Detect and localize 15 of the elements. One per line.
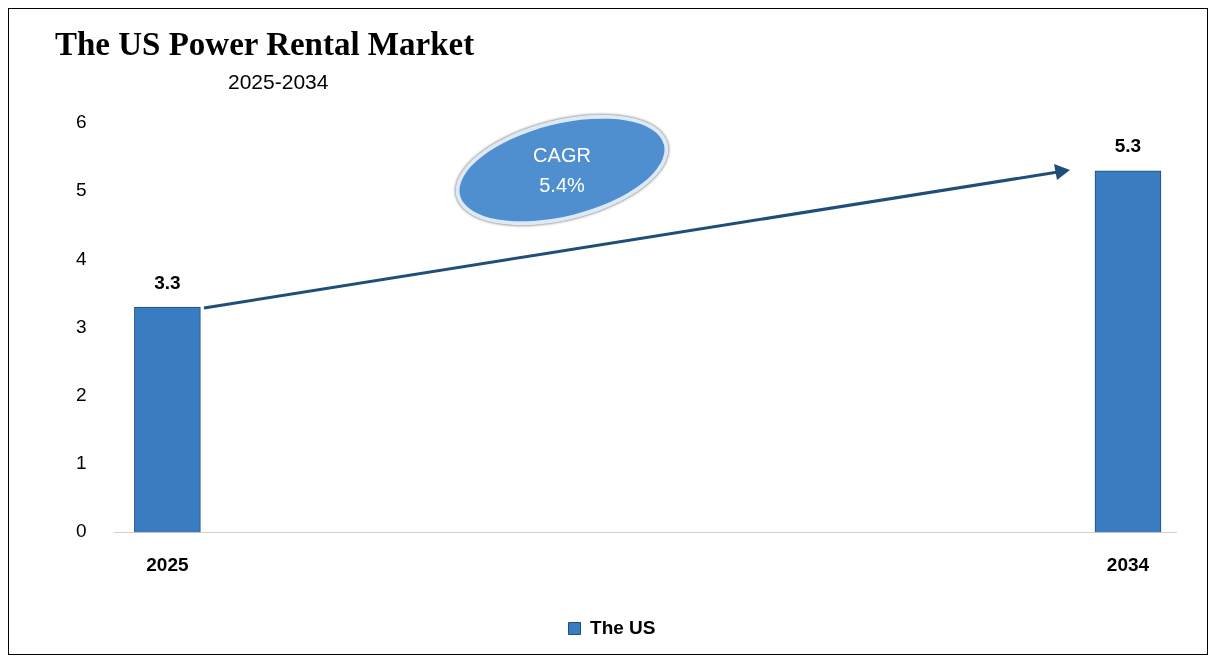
y-tick-label: 6 bbox=[75, 111, 87, 133]
y-tick-label: 2 bbox=[75, 384, 87, 406]
y-tick-label: 0 bbox=[75, 520, 87, 542]
chart-title: The US Power Rental Market bbox=[55, 26, 475, 63]
chart-subtitle: 2025-2034 bbox=[228, 70, 329, 94]
y-tick-label: 5 bbox=[75, 179, 87, 201]
y-tick-label: 4 bbox=[75, 247, 87, 269]
y-tick-label: 1 bbox=[75, 452, 87, 474]
legend-label: The US bbox=[590, 616, 656, 638]
data-label: 5.3 bbox=[1114, 135, 1142, 157]
annotation: CAGR 5.4% bbox=[532, 143, 592, 198]
x-tick-label: 2025 bbox=[146, 553, 189, 575]
data-label: 3.3 bbox=[154, 271, 181, 293]
x-tick-label: 2034 bbox=[1106, 553, 1150, 575]
y-tick-label: 3 bbox=[75, 315, 87, 337]
